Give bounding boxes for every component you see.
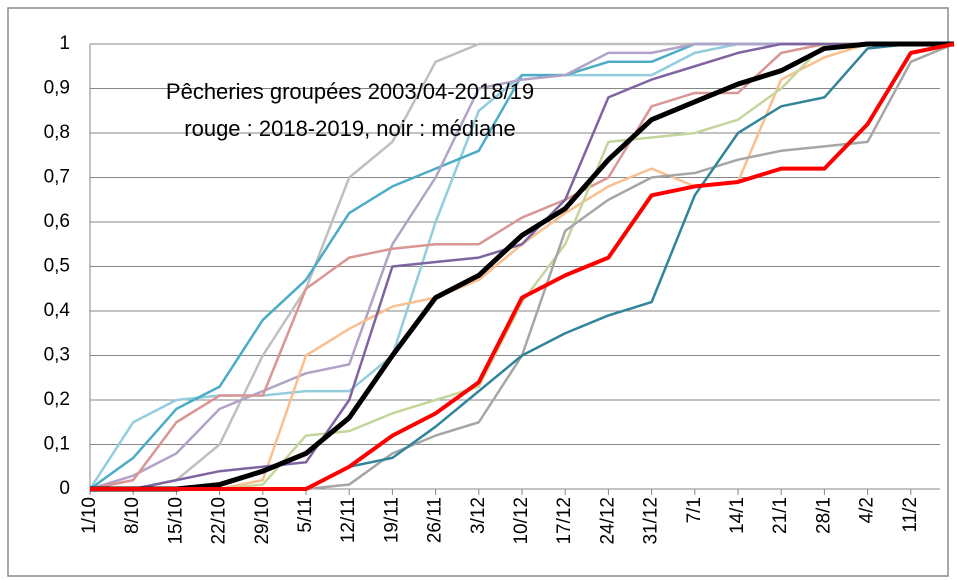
y-tick-label: 1 — [59, 33, 70, 54]
y-tick-label: 0,6 — [44, 211, 70, 232]
series-line — [90, 42, 955, 491]
x-tick-label: 12/11 — [338, 497, 359, 543]
x-tick-label: 3/12 — [468, 497, 489, 534]
x-tick-label: 22/10 — [209, 497, 230, 545]
x-tick-label: 10/12 — [511, 497, 532, 545]
x-tick-label: 8/10 — [122, 497, 143, 534]
x-tick-label: 17/12 — [554, 497, 575, 545]
x-tick-label: 24/12 — [597, 497, 618, 545]
x-tick-label: 28/1 — [813, 497, 834, 534]
y-tick-label: 0,9 — [44, 78, 70, 99]
y-tick-label: 0,8 — [44, 122, 70, 143]
series-line — [90, 41, 954, 492]
x-tick-label: 29/10 — [252, 497, 273, 545]
annotation: Pêcheries groupées 2003/04-2018/19 — [166, 79, 534, 104]
y-tick-label: 0,3 — [44, 345, 70, 366]
x-tick-label: 1/10 — [79, 497, 100, 534]
y-tick-label: 0 — [59, 478, 70, 499]
y-tick-label: 0,7 — [44, 167, 70, 188]
y-tick-label: 0,2 — [44, 389, 70, 410]
series-line — [90, 42, 954, 491]
series-line — [89, 42, 954, 491]
x-tick-label: 7/1 — [684, 497, 705, 523]
x-tick-label: 11/2 — [900, 497, 921, 533]
annotation: rouge : 2018-2019, noir : médiane — [184, 116, 515, 141]
y-tick-label: 0,5 — [44, 256, 70, 277]
y-tick-label: 0,1 — [44, 434, 70, 455]
x-tick-label: 19/11 — [381, 497, 402, 543]
x-tick-label: 21/1 — [770, 497, 791, 534]
x-tick-label: 5/11 — [295, 497, 316, 533]
x-tick-label: 4/2 — [857, 497, 878, 523]
x-tick-label: 14/1 — [727, 497, 748, 534]
x-tick-label: 31/12 — [641, 497, 662, 545]
x-tick-label: 15/10 — [165, 497, 186, 545]
y-tick-label: 0,4 — [44, 300, 71, 321]
x-tick-label: 26/11 — [425, 497, 446, 543]
